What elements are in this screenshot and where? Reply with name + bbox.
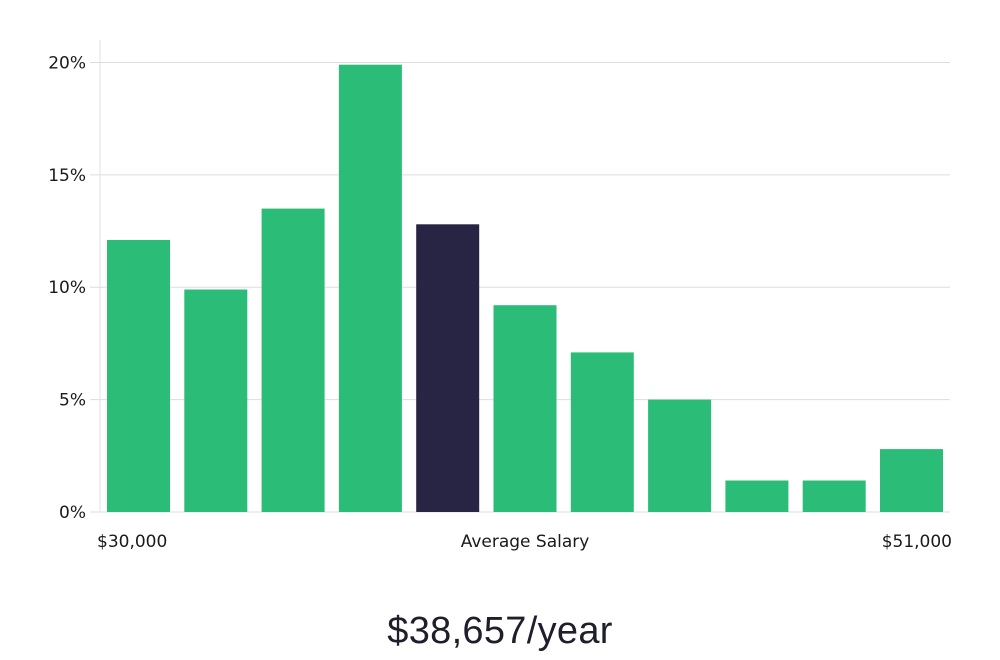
bar: [107, 240, 170, 512]
bar: [184, 289, 248, 512]
x-label-min: $30,000: [97, 532, 167, 552]
x-label-max: $51,000: [882, 532, 952, 552]
bar: [261, 208, 325, 512]
bar: [338, 64, 402, 512]
average-salary-value: $38,657/year: [387, 610, 613, 652]
y-axis-ticks: 0% 5% 10% 15% 20%: [48, 53, 86, 523]
histogram-bars: [107, 64, 943, 513]
bar-average-salary: [416, 224, 480, 513]
bar: [802, 480, 866, 512]
bar: [648, 399, 712, 512]
bar: [570, 352, 634, 512]
bar: [493, 305, 557, 512]
x-label-center: Average Salary: [461, 532, 590, 552]
y-tick-label: 15%: [48, 166, 86, 186]
y-tick-label: 5%: [59, 391, 86, 411]
y-tick-label: 10%: [48, 278, 86, 298]
salary-histogram: 0% 5% 10% 15% 20% $30,000 Average Salary $51…: [48, 40, 952, 552]
bar: [725, 480, 789, 512]
y-tick-label: 0%: [59, 503, 86, 523]
y-tick-label: 20%: [48, 53, 86, 73]
bar: [880, 449, 943, 512]
